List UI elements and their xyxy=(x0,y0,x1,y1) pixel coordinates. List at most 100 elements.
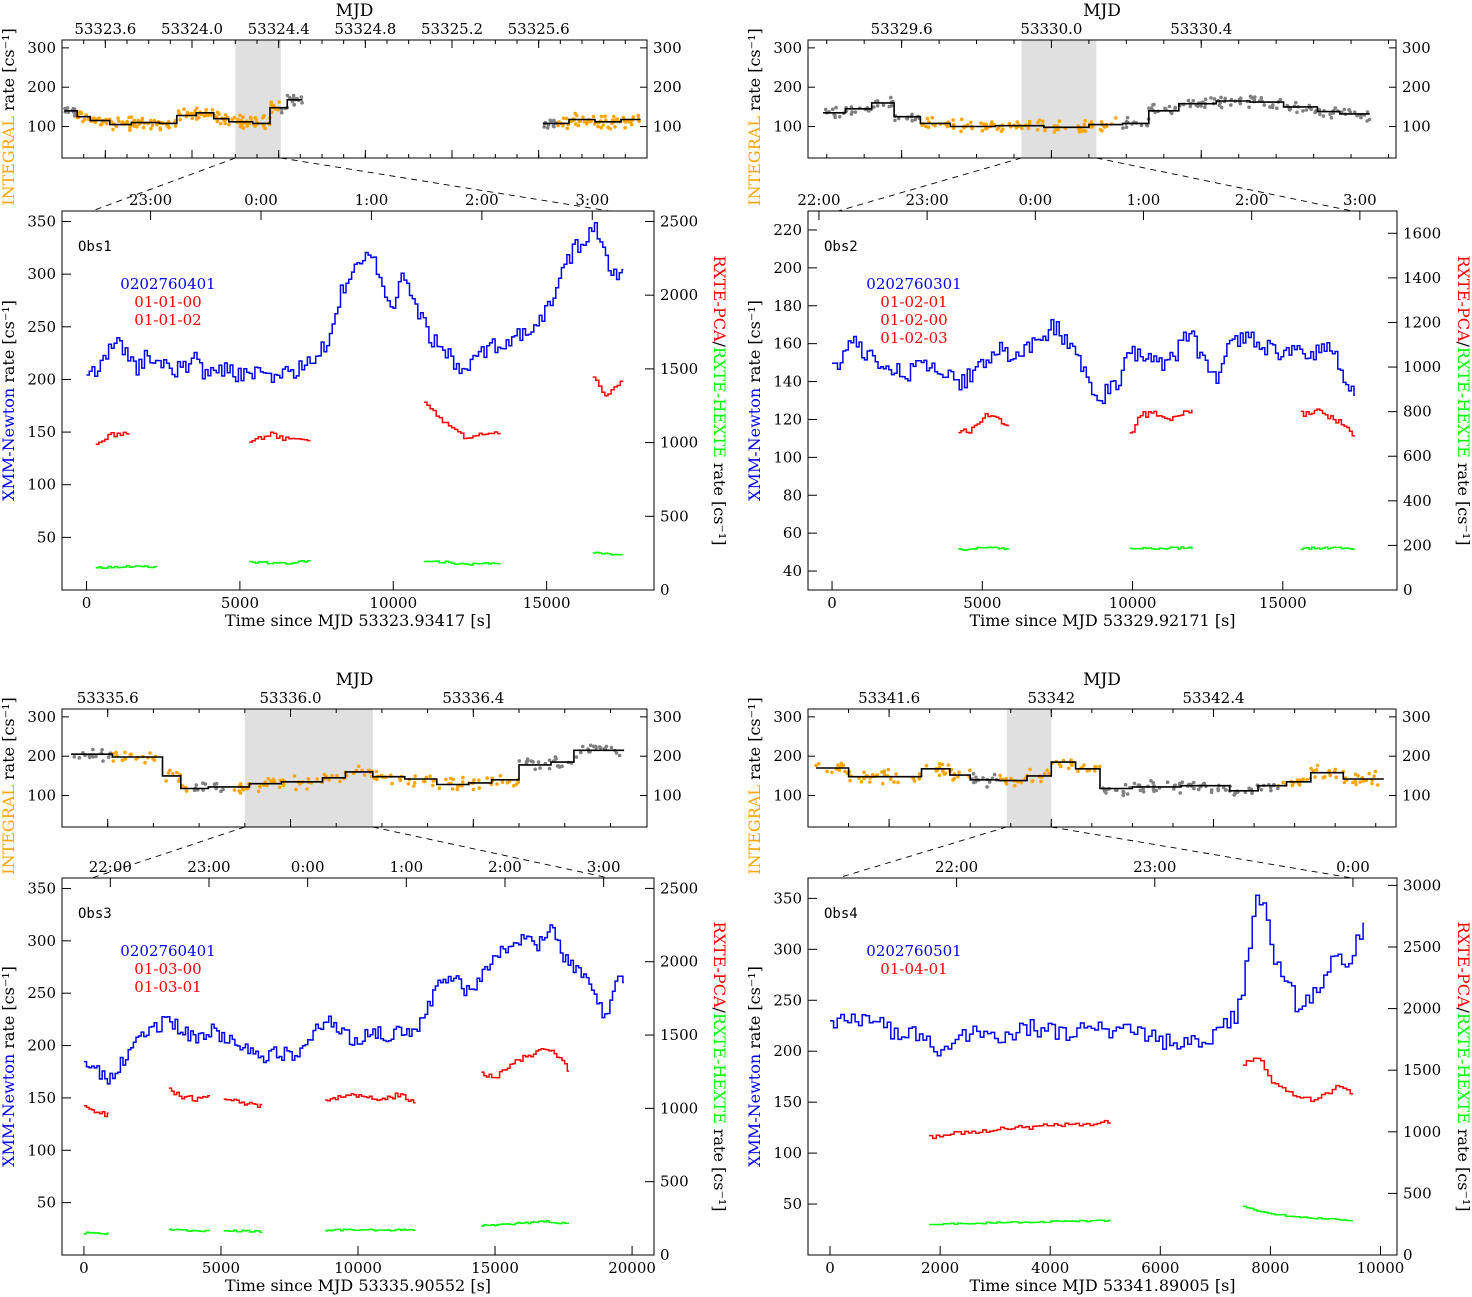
obsid-label: 01-03-00 xyxy=(134,960,201,978)
integral-point-orange xyxy=(989,122,993,127)
mjd-reference: 53341.89005 xyxy=(1103,1276,1210,1295)
integral-point-gray xyxy=(987,780,992,784)
integral-point-gray xyxy=(517,759,522,763)
integral-ytick-label: 100 xyxy=(773,787,802,805)
bottom-xtick-label: 0 xyxy=(825,1259,835,1277)
integral-point-orange xyxy=(880,781,885,786)
integral-point-orange xyxy=(946,763,951,767)
integral-point-orange xyxy=(1114,116,1118,120)
integral-point-gray xyxy=(1141,790,1146,794)
integral-point-orange xyxy=(1321,775,1326,780)
pca-label: RXTE-PCA xyxy=(1454,255,1472,342)
mjd-tick-label: 53330.4 xyxy=(1170,20,1232,38)
integral-point-orange xyxy=(330,773,334,778)
integral-point-orange xyxy=(238,113,242,118)
integral-point-orange xyxy=(292,774,297,778)
clock-tick-label: 22:00 xyxy=(797,191,840,209)
integral-point-orange xyxy=(398,776,402,781)
left-ytick-label: 200 xyxy=(27,1037,56,1055)
integral-point-orange xyxy=(123,750,127,755)
integral-point-gray xyxy=(609,745,614,750)
integral-point-orange xyxy=(104,121,109,126)
integral-binned-line xyxy=(71,749,625,790)
integral-panel: 100 100 200 200 300 300 53335.6 53336.0 53336.4 M… xyxy=(0,670,682,875)
integral-point-orange xyxy=(155,122,159,127)
integral-point-orange xyxy=(1367,771,1371,776)
right-ytick-label: 1000 xyxy=(1403,1123,1441,1141)
integral-point-gray xyxy=(1295,110,1299,115)
bottom-xtick-label: 4000 xyxy=(1031,1259,1069,1277)
bottom-xtick-label: 8000 xyxy=(1251,1259,1289,1277)
left-ytick-label: 250 xyxy=(773,991,802,1009)
right-ytick-label: 2500 xyxy=(660,212,698,230)
integral-point-orange xyxy=(366,768,371,772)
integral-point-gray xyxy=(849,112,854,116)
integral-point-orange xyxy=(269,102,273,107)
main-frame xyxy=(61,210,655,591)
integral-point-gray xyxy=(1167,104,1172,109)
integral-point-orange xyxy=(514,782,519,787)
clock-tick-label: 2:00 xyxy=(465,191,499,209)
integral-point-orange xyxy=(82,117,87,122)
x-axis-title: Time since MJD 53341.89005 [s] xyxy=(969,1276,1235,1295)
pca-label: RXTE-PCA xyxy=(1454,921,1472,1008)
left-ytick-label: 60 xyxy=(783,524,802,542)
integral-point-gray xyxy=(1223,788,1228,792)
pca-lightcurve-segment xyxy=(958,412,1010,434)
mjd-tick-label: 53323.6 xyxy=(74,20,136,38)
integral-point-gray xyxy=(580,744,585,749)
integral-point-gray xyxy=(1321,114,1326,118)
x-axis-title: Time since MJD 53323.93417 [s] xyxy=(225,611,491,630)
integral-point-orange xyxy=(1057,762,1062,767)
integral-point-orange xyxy=(152,758,157,763)
integral-point-orange xyxy=(1019,780,1024,785)
integral-point-orange xyxy=(185,111,190,116)
right-ytick-label: 2000 xyxy=(660,953,698,971)
integral-y-axis-label: INTEGRAL rate [cs⁻¹] xyxy=(0,28,18,205)
integral-point-orange xyxy=(576,123,581,128)
integral-point-gray xyxy=(1318,112,1322,117)
right-ytick-label: 2500 xyxy=(660,879,698,897)
main-frame xyxy=(807,210,1398,591)
integral-point-orange xyxy=(123,757,127,761)
integral-ytick-label: 300 xyxy=(1402,708,1431,726)
integral-point-orange xyxy=(581,115,585,119)
main-panel: 50 100 150 200 250 300 350 0 500 1000 1500 2000 2500… xyxy=(745,826,1472,1295)
integral-point-gray xyxy=(1172,787,1176,791)
mjd-axis-title: MJD xyxy=(1083,1,1121,21)
right-ytick-label: 1600 xyxy=(1403,224,1441,242)
integral-point-orange xyxy=(925,116,930,121)
slash: / xyxy=(1454,1008,1472,1014)
integral-point-gray xyxy=(279,110,284,115)
integral-point-orange xyxy=(814,763,818,768)
integral-point-orange xyxy=(129,115,134,119)
time-prefix: Time since MJD xyxy=(969,1276,1102,1295)
obsid-label: 01-01-00 xyxy=(134,293,201,311)
integral-point-gray xyxy=(545,126,550,130)
integral-frame xyxy=(807,39,1397,159)
right-ytick-label: 3000 xyxy=(1403,876,1441,894)
integral-point-orange xyxy=(204,113,208,118)
integral-point-gray xyxy=(552,124,556,129)
left-ytick-label: 300 xyxy=(27,265,56,283)
integral-point-orange xyxy=(1314,768,1319,772)
integral-point-orange xyxy=(1328,773,1332,778)
mjd-reference: 53335.90552 xyxy=(358,1276,465,1295)
left-ytick-label: 100 xyxy=(27,1141,56,1159)
integral-point-gray xyxy=(1199,104,1203,108)
integral-point-gray xyxy=(1288,107,1293,111)
integral-point-orange xyxy=(601,123,605,127)
integral-point-orange xyxy=(111,127,115,132)
xmm-lightcurve xyxy=(832,318,1355,405)
integral-point-gray xyxy=(574,755,579,759)
integral-point-orange xyxy=(134,757,138,761)
integral-point-orange xyxy=(1083,119,1087,123)
integral-point-gray xyxy=(203,782,208,786)
bottom-xtick-label: 0 xyxy=(82,594,92,612)
right-ytick-label: 1500 xyxy=(660,360,698,378)
integral-point-orange xyxy=(277,785,282,790)
integral-point-gray xyxy=(219,789,223,794)
integral-point-orange xyxy=(584,122,589,126)
integral-point-orange xyxy=(294,787,298,792)
left-ytick-label: 150 xyxy=(27,423,56,441)
